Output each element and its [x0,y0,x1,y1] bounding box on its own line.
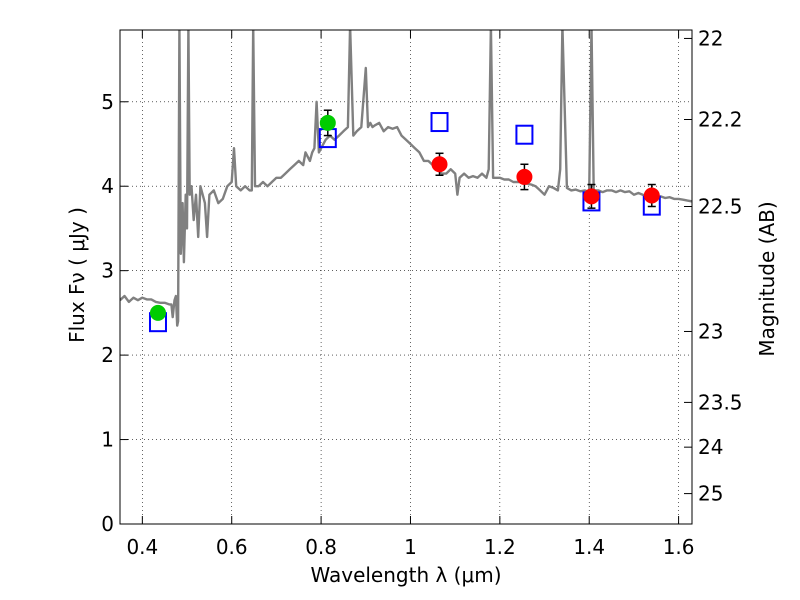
ticks-layer: 0.4 0.6 0.8 1 1.2 1.4 1.60123452222.222.52323.… [101,26,742,559]
x-tick-label: 0.4 [126,535,158,559]
y-tick-label: 5 [101,90,114,114]
y-tick-label: 1 [101,428,114,452]
data-points-layer [148,109,661,333]
y2-tick-label: 22.5 [698,194,743,218]
y2-tick-label: 23 [698,319,723,343]
y2-tick-label: 25 [698,482,723,506]
y-axis-label: Flux Fν ( μJy ) [65,207,89,343]
x-tick-label: 1.4 [573,535,605,559]
spectrum-layer [120,30,692,327]
grid [120,30,692,524]
x-tick-label: 1 [404,535,417,559]
y-tick-label: 2 [101,343,114,367]
y2-tick-label: 24 [698,435,723,459]
y-tick-label: 4 [101,174,114,198]
y2-tick-label: 22 [698,26,723,50]
model-photometry-marker [515,124,534,145]
x-tick-label: 0.6 [216,535,248,559]
y-tick-label: 3 [101,259,114,283]
detection-marker [516,168,533,185]
y2-tick-label: 23.5 [698,390,743,414]
detection-marker [319,114,336,131]
x-tick-label: 1.6 [663,535,695,559]
detection-marker [583,188,600,205]
detection-marker [149,304,166,321]
detection-marker [431,156,448,173]
y2-tick-label: 22.2 [698,108,743,132]
spectrum-line [120,30,692,327]
y2-axis-label: Magnitude (AB) [755,201,779,356]
model-photometry-marker [430,112,449,133]
plot-frame [119,29,693,525]
x-tick-label: 1.2 [484,535,516,559]
x-axis-label: Wavelength λ (μm) [310,563,501,587]
y-tick-label: 0 [101,512,114,536]
x-tick-label: 0.8 [305,535,337,559]
detection-marker [643,187,660,204]
